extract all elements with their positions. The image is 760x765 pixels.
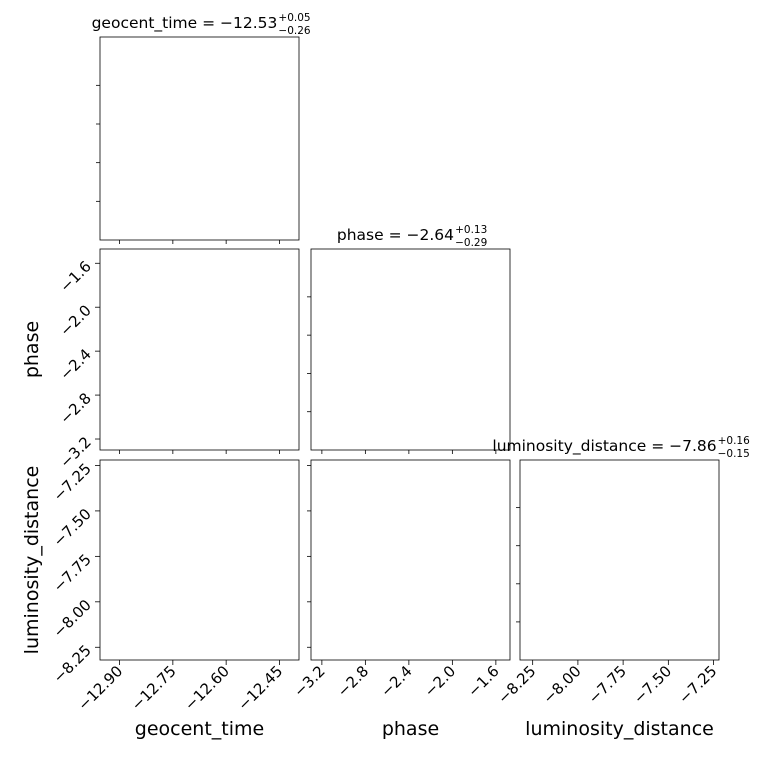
x-tick-label: −2.4 bbox=[377, 662, 415, 700]
title-minus: −0.15 bbox=[718, 448, 750, 460]
y-tick-label: −2.8 bbox=[56, 389, 94, 427]
title-value: geocent_time = −12.53 bbox=[92, 14, 278, 33]
title-text: phase = −2.64 bbox=[337, 226, 454, 244]
y-axis-label-luminosity_distance: luminosity_distance bbox=[21, 466, 43, 655]
frames-layer bbox=[95, 36, 720, 665]
panel-frame bbox=[310, 248, 511, 451]
title-plus: +0.13 bbox=[455, 224, 487, 236]
title-value: phase = −2.64 bbox=[337, 226, 454, 244]
x-tick-label: −8.25 bbox=[494, 662, 539, 707]
panel-frame bbox=[519, 459, 720, 661]
panel-frame bbox=[99, 36, 300, 241]
y-tick-label: −8.00 bbox=[50, 596, 95, 641]
panel-frame bbox=[310, 459, 511, 661]
y-tick-label: −8.25 bbox=[50, 641, 95, 686]
panel-frame bbox=[99, 248, 300, 451]
x-tick-label: −2.8 bbox=[334, 662, 372, 700]
title-luminosity_distance: luminosity_distance = −7.86 +0.16−0.15 bbox=[492, 435, 750, 460]
y-tick-label: −7.50 bbox=[50, 505, 95, 550]
x-axis-label-geocent_time: geocent_time bbox=[135, 718, 264, 740]
x-axis-label-luminosity_distance: luminosity_distance bbox=[525, 718, 714, 740]
x-tick-label: −12.75 bbox=[128, 662, 180, 714]
title-value: luminosity_distance = −7.86 bbox=[492, 437, 716, 456]
y-tick-label: −1.6 bbox=[56, 257, 94, 295]
title-plus: +0.05 bbox=[278, 12, 310, 24]
x-tick-label: −12.60 bbox=[181, 662, 233, 714]
x-tick-label: −3.2 bbox=[290, 662, 328, 700]
y-axis-label-phase: phase bbox=[21, 321, 43, 378]
x-tick-label: −2.0 bbox=[421, 662, 459, 700]
title-plus: +0.16 bbox=[718, 435, 750, 447]
title-minus: −0.26 bbox=[278, 25, 310, 37]
y-tick-label: −2.4 bbox=[56, 345, 94, 383]
x-tick-label: −7.25 bbox=[675, 662, 720, 707]
panel-frame bbox=[99, 459, 300, 661]
title-minus: −0.29 bbox=[455, 237, 487, 249]
y-tick-label: −7.75 bbox=[50, 550, 95, 595]
title-text: geocent_time = −12.53 bbox=[92, 14, 278, 33]
x-tick-label: −7.75 bbox=[585, 662, 630, 707]
x-axis-label-phase: phase bbox=[382, 718, 439, 740]
title-geocent_time: geocent_time = −12.53 +0.05−0.26 bbox=[92, 12, 311, 37]
x-tick-label: −12.45 bbox=[234, 662, 286, 714]
x-tick-label: −8.00 bbox=[539, 662, 584, 707]
title-phase: phase = −2.64 +0.13−0.29 bbox=[337, 224, 487, 249]
y-tick-label: −2.0 bbox=[56, 301, 94, 339]
x-tick-label: −12.90 bbox=[74, 662, 126, 714]
title-text: luminosity_distance = −7.86 bbox=[492, 437, 716, 456]
x-tick-label: −7.50 bbox=[630, 662, 675, 707]
